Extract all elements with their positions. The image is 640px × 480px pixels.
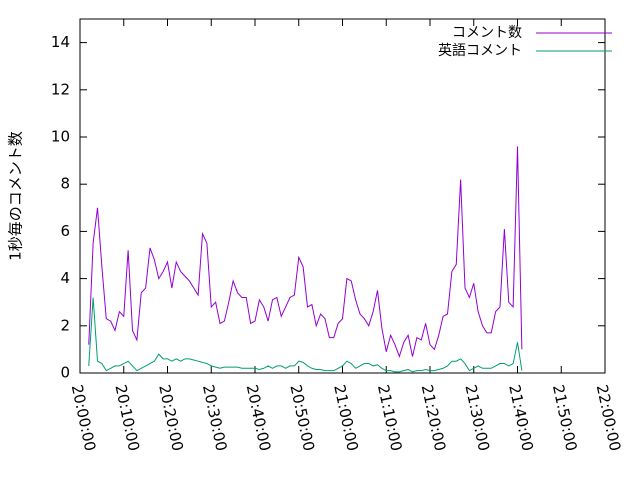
y-axis-label: 1秒毎のコメント数 <box>7 131 25 261</box>
x-tick-label: 21:40:00 <box>505 383 537 453</box>
x-tick-label: 20:50:00 <box>286 383 318 453</box>
y-tick-label: 6 <box>60 222 70 240</box>
x-tick-label: 20:40:00 <box>243 383 275 453</box>
series-line <box>88 297 523 373</box>
x-tick-label: 20:00:00 <box>68 383 100 453</box>
y-tick-label: 2 <box>60 316 70 334</box>
x-tick-label: 20:30:00 <box>199 383 231 453</box>
y-tick-label: 12 <box>51 80 70 98</box>
x-tick-label: 21:20:00 <box>418 383 450 453</box>
y-tick-label: 0 <box>60 364 70 382</box>
x-tick-label: 21:00:00 <box>330 383 362 453</box>
x-tick-label: 21:10:00 <box>374 383 406 453</box>
y-tick-label: 10 <box>51 128 70 146</box>
x-tick-label: 20:10:00 <box>111 383 143 453</box>
legend-label: コメント数 <box>452 25 522 41</box>
x-tick-label: 20:20:00 <box>155 383 187 453</box>
y-tick-label: 4 <box>60 269 70 287</box>
series-line <box>88 146 523 359</box>
legend-label: 英語コメント <box>438 42 522 59</box>
x-tick-label: 21:50:00 <box>549 383 581 453</box>
plot-frame <box>79 18 606 374</box>
y-tick-label: 14 <box>51 33 70 51</box>
x-tick-label: 21:30:00 <box>461 383 493 453</box>
y-tick-label: 8 <box>60 175 70 193</box>
x-tick-label: 22:00:00 <box>593 383 625 453</box>
